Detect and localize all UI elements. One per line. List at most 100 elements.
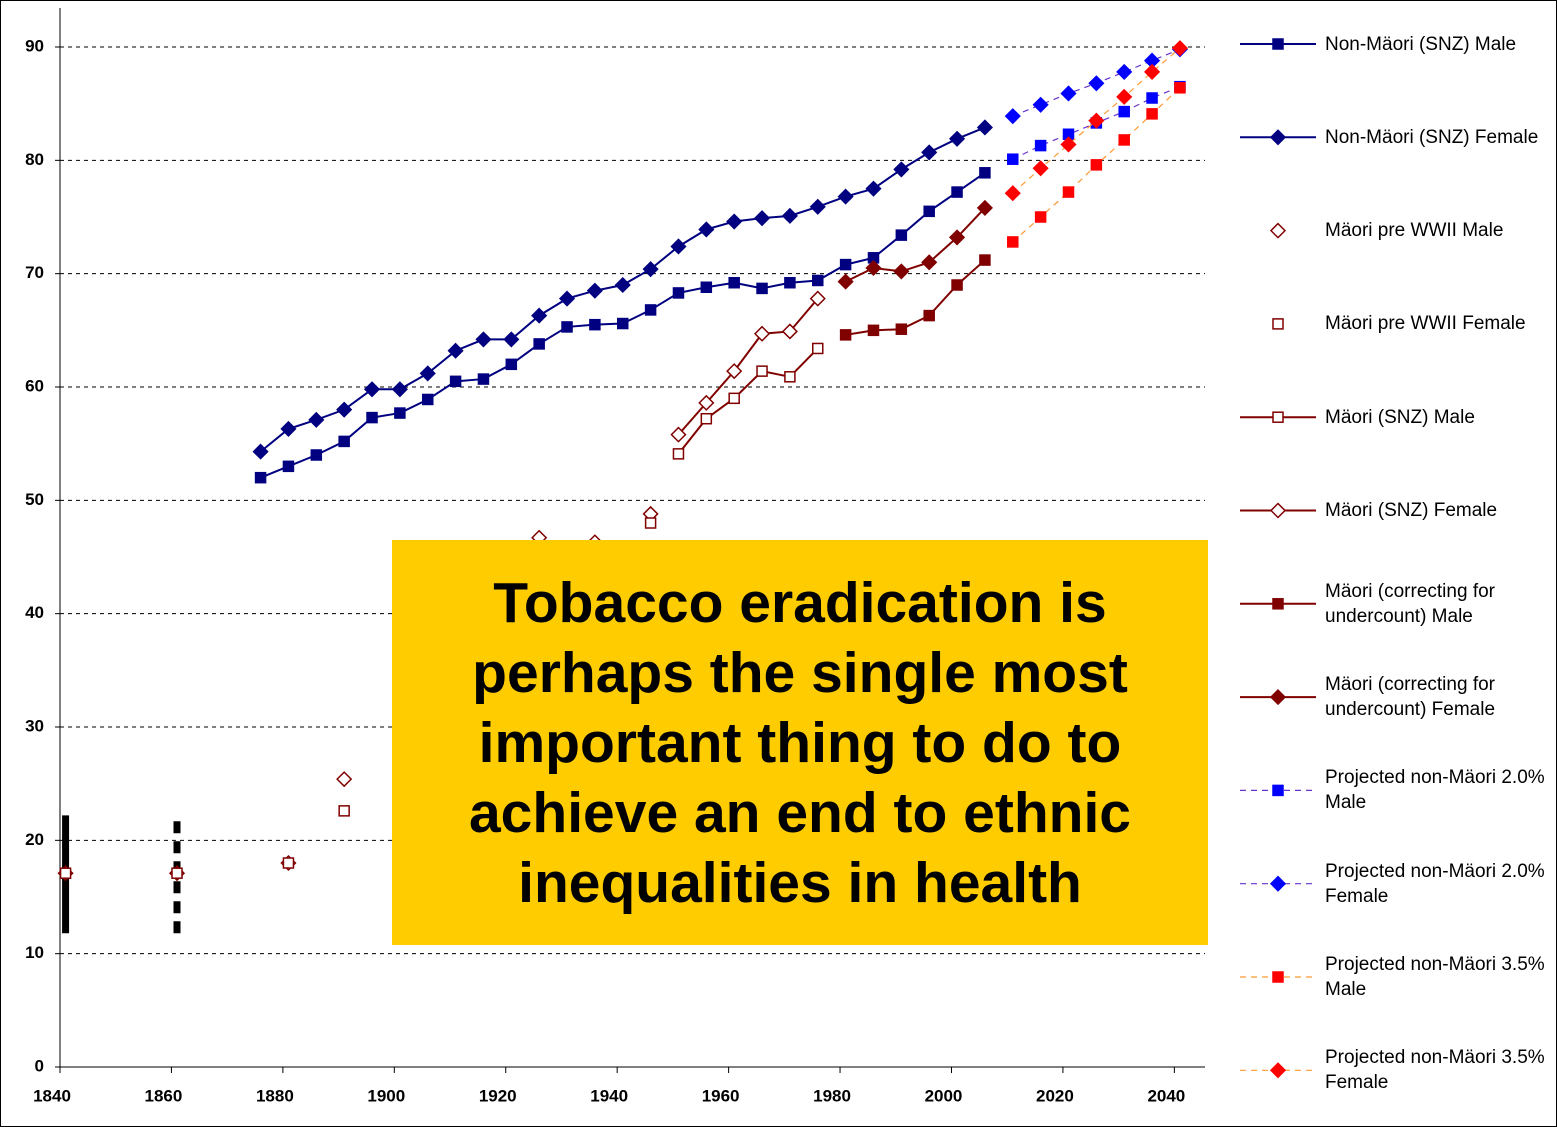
data-point — [1146, 108, 1158, 120]
data-point — [893, 161, 910, 178]
x-tick-label: 1860 — [145, 1086, 183, 1105]
data-point — [1090, 159, 1103, 171]
data-point — [921, 254, 938, 271]
data-point — [753, 325, 771, 342]
y-tick-label: 0 — [35, 1056, 44, 1075]
data-point — [419, 365, 436, 382]
data-point — [1007, 236, 1019, 248]
data-point — [728, 276, 740, 289]
legend-label: Non-Mäori (SNZ) Male — [1325, 33, 1517, 55]
legend-marker — [1272, 38, 1284, 50]
data-point — [363, 381, 381, 398]
data-point — [700, 281, 713, 294]
data-point — [338, 805, 350, 817]
data-point — [642, 261, 659, 278]
y-tick-label: 40 — [25, 603, 44, 622]
data-point — [753, 210, 771, 227]
data-point — [644, 304, 657, 316]
data-point — [589, 318, 601, 331]
legend-label: Mäori (SNZ) Female — [1325, 500, 1498, 521]
data-point — [728, 392, 740, 405]
y-tick-label: 10 — [25, 943, 44, 962]
series-line — [677, 297, 819, 436]
x-tick-label: 1900 — [367, 1086, 405, 1105]
data-point — [951, 279, 963, 291]
data-point — [1118, 134, 1130, 146]
data-point — [837, 273, 854, 290]
data-point — [558, 290, 576, 307]
x-tick-label: 2000 — [925, 1086, 963, 1105]
data-point — [1116, 88, 1133, 105]
data-point — [948, 229, 966, 246]
data-point — [1032, 96, 1049, 113]
data-point — [948, 130, 966, 147]
data-point — [698, 394, 715, 411]
data-point — [394, 407, 406, 419]
data-point — [586, 282, 603, 299]
data-point — [1088, 75, 1105, 92]
legend-marker — [1272, 784, 1284, 797]
data-point — [310, 449, 323, 461]
data-point — [644, 517, 657, 529]
legend-label: Projected non-Mäori 2.0% Male — [1325, 767, 1545, 814]
data-point — [171, 867, 183, 879]
legend-marker — [1272, 598, 1284, 610]
data-point — [616, 317, 629, 330]
data-point — [781, 323, 798, 340]
data-point — [865, 259, 882, 277]
data-point — [449, 375, 462, 388]
data-point — [1060, 136, 1077, 153]
legend-marker — [1269, 1062, 1287, 1079]
data-point — [1004, 108, 1021, 125]
series-line — [677, 347, 819, 455]
data-point — [1007, 153, 1019, 165]
data-point — [475, 331, 492, 348]
data-point — [951, 186, 963, 198]
data-point — [282, 857, 295, 869]
legend-label: Mäori (correcting for undercount) Male — [1325, 580, 1495, 627]
x-tick-label: 2020 — [1036, 1086, 1074, 1105]
legend-marker — [1272, 411, 1284, 423]
data-point — [812, 274, 824, 287]
legend-label: Mäori pre WWII Female — [1325, 313, 1526, 335]
data-point — [252, 443, 269, 460]
y-tick-label: 70 — [25, 263, 44, 282]
data-point — [1034, 211, 1047, 223]
data-point — [282, 460, 295, 473]
data-point — [812, 342, 824, 355]
data-point — [1116, 63, 1133, 80]
y-tick-label: 50 — [25, 490, 44, 509]
legend-label: Projected non-Mäori 2.0% Female — [1325, 860, 1545, 907]
data-point — [366, 411, 378, 424]
x-tick-label: 1940 — [590, 1086, 628, 1105]
data-point — [338, 435, 350, 448]
data-point — [336, 771, 353, 788]
data-point — [503, 331, 520, 348]
legend-marker — [1272, 971, 1284, 983]
legend-marker — [1269, 689, 1287, 706]
data-point — [447, 342, 464, 359]
data-point — [921, 144, 938, 161]
data-point — [979, 254, 991, 266]
data-point — [533, 338, 545, 350]
legend-label: Projected non-Mäori 3.5% Male — [1325, 954, 1545, 1000]
x-tick-label: 1920 — [479, 1086, 517, 1105]
data-point — [893, 263, 910, 280]
data-point — [756, 365, 768, 377]
data-point — [1171, 40, 1188, 57]
data-point — [1174, 82, 1186, 94]
data-point — [672, 448, 685, 460]
data-point — [1032, 160, 1049, 177]
data-point — [505, 358, 518, 371]
legend-marker — [1269, 875, 1287, 892]
data-point — [895, 229, 908, 241]
data-point — [756, 282, 768, 295]
data-point — [784, 371, 796, 383]
y-tick-label: 60 — [25, 376, 44, 395]
data-point — [1144, 63, 1161, 80]
data-point — [698, 221, 715, 238]
legend-marker — [1269, 129, 1287, 146]
y-tick-label: 20 — [25, 830, 44, 849]
x-tick-label: 1840 — [33, 1086, 71, 1105]
